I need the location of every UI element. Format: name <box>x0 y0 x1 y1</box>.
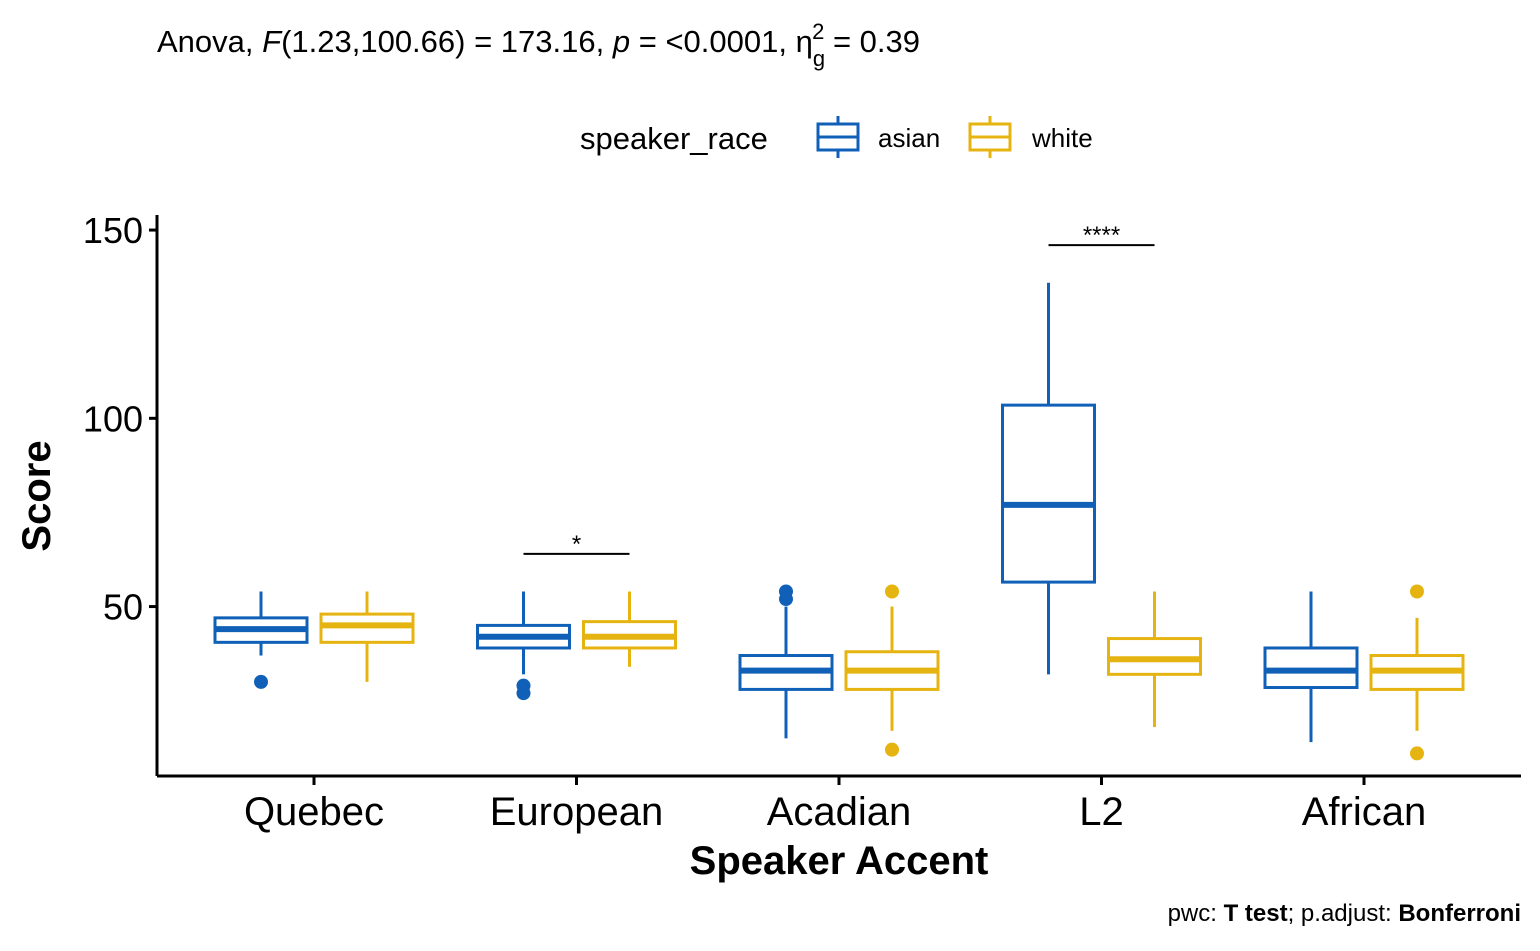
outlier-point <box>254 674 268 689</box>
x-axis-title: Speaker Accent <box>690 839 989 883</box>
outlier-point <box>885 742 899 757</box>
legend: speaker_race asian white <box>580 116 1093 158</box>
box-white-european <box>582 591 677 667</box>
chart-title: Anova, F(1.23,100.66) = 173.16, p = <0.0… <box>157 19 920 71</box>
legend-label: asian <box>878 123 940 153</box>
caption: pwc: T test; p.adjust: Bonferroni <box>1168 900 1521 927</box>
significance-label: **** <box>1083 222 1120 249</box>
box-white-african <box>1369 584 1465 761</box>
significance-l2: **** <box>1048 222 1155 249</box>
x-tick-label: Acadian <box>767 790 912 834</box>
x-tick-label: European <box>490 790 663 834</box>
box-white-acadian <box>844 584 940 757</box>
box-iqr <box>1001 403 1096 584</box>
box-asian-l2 <box>1001 282 1096 675</box>
axes: 50 100 150 Quebec European Acadian L2 African <box>83 210 1521 834</box>
box-asian-european <box>476 591 571 701</box>
outlier-point <box>779 584 793 599</box>
significance-label: * <box>572 531 581 558</box>
legend-label: white <box>1031 123 1093 153</box>
box-asian-quebec <box>213 591 309 689</box>
series-asian <box>213 282 1359 743</box>
plot-marks: ***** <box>213 222 1465 761</box>
box-asian-acadian <box>738 584 834 739</box>
outlier-point <box>516 678 531 693</box>
series-white <box>319 584 1465 761</box>
outlier-point <box>885 584 899 599</box>
x-tick-label: Quebec <box>244 790 384 834</box>
y-axis-title: Score <box>15 440 59 551</box>
outlier-point <box>1410 746 1424 761</box>
y-tick-label: 150 <box>83 210 143 251</box>
x-tick-label: African <box>1302 790 1427 834</box>
legend-title: speaker_race <box>580 121 768 156</box>
box-white-l2 <box>1107 591 1202 728</box>
legend-item-white: white <box>968 116 1093 158</box>
outlier-point <box>1410 584 1424 599</box>
box-asian-african <box>1263 591 1359 743</box>
significance-european: * <box>523 531 630 558</box>
box-white-quebec <box>319 591 415 682</box>
x-tick-label: L2 <box>1079 790 1124 834</box>
y-tick-label: 100 <box>83 398 143 439</box>
legend-item-asian: asian <box>816 116 940 158</box>
y-tick-label: 50 <box>103 587 143 628</box>
